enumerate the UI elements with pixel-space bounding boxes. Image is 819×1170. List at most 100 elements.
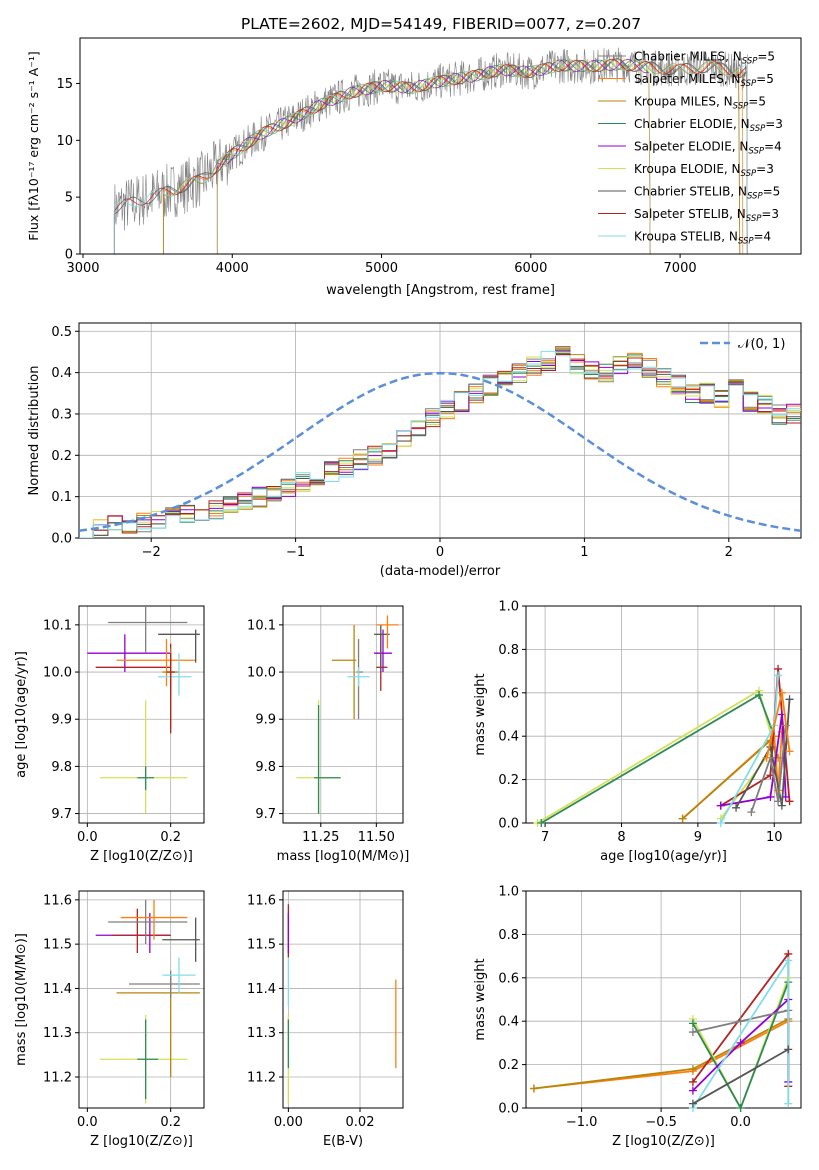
x-tick-label: 0.0: [730, 1115, 751, 1130]
legend-label: Kroupa ELODIE, NSSP=3: [634, 162, 774, 179]
weight-point-marker: [762, 753, 771, 762]
x-axis-label: Z [log10(Z/Z⊙)]: [90, 1134, 193, 1149]
legend-label-tail: =4: [764, 140, 782, 154]
model-spectrum-line: [113, 58, 748, 254]
x-axis-label: age [log10(age/yr)]: [600, 849, 727, 864]
weight-point-marker: [688, 1028, 697, 1037]
axes-frame: [282, 890, 404, 1109]
weight-series-line: [537, 689, 776, 824]
y-axis-label: age [log10(age/yr)]: [14, 651, 29, 778]
x-tick-label: 3000: [66, 261, 99, 276]
y-tick-label: 11.5: [43, 938, 72, 953]
y-tick-label: 0.3: [51, 407, 72, 422]
legend-label-sub: SSP: [746, 214, 762, 224]
histogram-lines: [79, 346, 801, 538]
legend-label-text: Kroupa STELIB, N: [634, 230, 738, 244]
y-tick-label: 9.7: [51, 807, 72, 822]
y-tick-label: 5: [65, 191, 73, 206]
weight-point-marker: [784, 956, 793, 965]
weight-point-marker: [774, 671, 783, 680]
weight-point-marker: [529, 1084, 538, 1093]
x-tick-label: −1.0: [566, 1115, 598, 1130]
weight-point-marker: [785, 797, 794, 806]
weight-point-marker: [688, 1019, 697, 1028]
y-tick-label: 1.0: [498, 600, 519, 615]
y-tick-label: 11.3: [247, 1026, 276, 1041]
x-tick-label: 11.50: [358, 830, 395, 845]
y-tick-label: 10: [56, 134, 73, 149]
weight-point-marker: [688, 1077, 697, 1086]
x-tick-label: 1: [580, 545, 588, 560]
weight-point-marker: [747, 808, 756, 817]
y-axis-label: Flux [fλ10⁻¹⁷ erg cm⁻² s⁻¹ A⁻¹]: [26, 51, 41, 240]
x-axis-label: wavelength [Angstrom, rest frame]: [326, 283, 555, 298]
y-tick-label: 0.2: [51, 449, 72, 464]
weight-point-marker: [678, 814, 687, 823]
legend-label-tail: =5: [757, 50, 775, 64]
weight-point-marker: [766, 792, 775, 801]
model-spectrum-line: [113, 58, 748, 254]
legend-label-tail: =5: [748, 95, 766, 109]
figure-title: PLATE=2602, MJD=54149, FIBERID=0077, z=0…: [241, 15, 641, 33]
y-tick-label: 9.8: [255, 760, 276, 775]
axes-frame: [282, 605, 404, 824]
y-tick-label: 0.6: [498, 686, 519, 701]
x-tick-label: 5000: [365, 261, 398, 276]
y-tick-label: 11.6: [43, 893, 72, 908]
x-axis-label: mass [log10(M/M⊙)]: [277, 849, 410, 864]
legend-label-tail: =5: [763, 185, 781, 199]
model-spectrum-line: [216, 59, 651, 254]
x-tick-label: 7000: [664, 261, 697, 276]
y-tick-label: 11.5: [247, 938, 276, 953]
spectrum-panel: 3000 4000 5000 6000 7000 0 5 10 15 wavelength [An…: [26, 37, 802, 298]
x-axis-label: Z [log10(Z/Z⊙)]: [90, 849, 193, 864]
weight-point-marker: [754, 690, 763, 699]
y-tick-label: 0.4: [51, 366, 72, 381]
gaussian-curve: [79, 371, 801, 533]
residuals-panel: −2 −1 0 1 2 0.0 0.1 0.2 0.3 0.4 0.5 (data-model)/er…: [27, 322, 802, 579]
legend-label: Chabrier STELIB, NSSP=5: [634, 185, 780, 202]
y-tick-label: 0.8: [498, 643, 519, 658]
model-spectrum-line: [163, 59, 741, 254]
x-axis-label: (data-model)/error: [380, 564, 501, 579]
weight-point-marker: [716, 801, 725, 810]
legend-label-text: Chabrier MILES, N: [634, 50, 742, 64]
weight-vs-age-panel: 7 8 9 10 0.0 0.2 0.4 0.6 0.8 1.0 age [log10(age/yr…: [473, 600, 802, 864]
x-axis-label: E(B-V): [323, 1134, 363, 1149]
y-axis-label: Normed distribution: [27, 366, 42, 496]
weight-series-line: [692, 1048, 789, 1105]
x-tick-label: 8: [617, 830, 625, 845]
legend-label-sub: SSP: [747, 192, 763, 202]
legend-label-sub: SSP: [750, 124, 766, 134]
x-tick-label: 10: [766, 830, 783, 845]
y-axis-label: mass weight: [473, 958, 488, 1040]
y-tick-label: 10.0: [43, 666, 72, 681]
weight-point-marker: [688, 1099, 697, 1108]
y-tick-label: 11.6: [247, 893, 276, 908]
weight-point-marker: [784, 1045, 793, 1054]
weight-series-line: [720, 714, 787, 807]
y-tick-label: 0.8: [498, 928, 519, 943]
y-tick-label: 0.4: [498, 1015, 519, 1030]
y-tick-label: 10.0: [247, 666, 276, 681]
y-tick-label: 11.2: [247, 1071, 276, 1086]
y-tick-label: 9.9: [255, 713, 276, 728]
weight-vs-metallicity-panel: −1.0 −0.5 0.0 0.0 0.2 0.4 0.6 0.8 1.0 Z [log10(Z/…: [473, 885, 802, 1149]
x-tick-label: 9: [694, 830, 702, 845]
weight-point-marker: [716, 819, 725, 827]
legend-label: Chabrier ELODIE, NSSP=3: [634, 117, 783, 134]
y-tick-label: 9.9: [51, 713, 72, 728]
legend-label-text: Salpeter STELIB, N: [634, 207, 746, 221]
legend-label-text: Chabrier ELODIE, N: [634, 117, 750, 131]
weight-point-marker: [777, 801, 786, 810]
age-vs-metallicity-panel: 0.0 0.2 9.7 9.8 9.9 10.0 10.1 Z [log10(Z/Z⊙)] ag…: [14, 605, 205, 864]
axes-frame: [78, 890, 205, 1109]
legend-label-text: Salpeter ELODIE, N: [634, 140, 748, 154]
legend-label-tail: =3: [765, 117, 783, 131]
legend-label: Kroupa MILES, NSSP=5: [634, 95, 766, 112]
y-tick-label: 9.8: [51, 760, 72, 775]
legend-label: Salpeter STELIB, NSSP=3: [634, 207, 779, 224]
axes-frame: [78, 322, 802, 539]
weight-point-marker: [732, 803, 741, 812]
